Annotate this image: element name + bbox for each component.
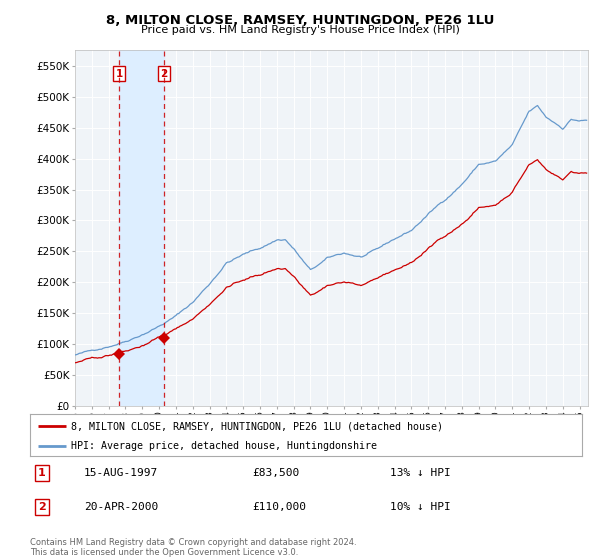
Text: HPI: Average price, detached house, Huntingdonshire: HPI: Average price, detached house, Hunt… (71, 441, 377, 451)
Text: Contains HM Land Registry data © Crown copyright and database right 2024.
This d: Contains HM Land Registry data © Crown c… (30, 538, 356, 557)
Text: £83,500: £83,500 (252, 468, 299, 478)
Text: 10% ↓ HPI: 10% ↓ HPI (390, 502, 451, 512)
Text: 8, MILTON CLOSE, RAMSEY, HUNTINGDON, PE26 1LU: 8, MILTON CLOSE, RAMSEY, HUNTINGDON, PE2… (106, 14, 494, 27)
Text: 1: 1 (115, 68, 122, 78)
Text: 1: 1 (38, 468, 46, 478)
Bar (119, 50, 164, 406)
Text: 13% ↓ HPI: 13% ↓ HPI (390, 468, 451, 478)
Text: 2: 2 (161, 68, 168, 78)
Text: 20-APR-2000: 20-APR-2000 (84, 502, 158, 512)
Text: 15-AUG-1997: 15-AUG-1997 (84, 468, 158, 478)
Text: 2: 2 (38, 502, 46, 512)
Text: £110,000: £110,000 (252, 502, 306, 512)
Text: Price paid vs. HM Land Registry's House Price Index (HPI): Price paid vs. HM Land Registry's House … (140, 25, 460, 35)
Text: 8, MILTON CLOSE, RAMSEY, HUNTINGDON, PE26 1LU (detached house): 8, MILTON CLOSE, RAMSEY, HUNTINGDON, PE2… (71, 421, 443, 431)
